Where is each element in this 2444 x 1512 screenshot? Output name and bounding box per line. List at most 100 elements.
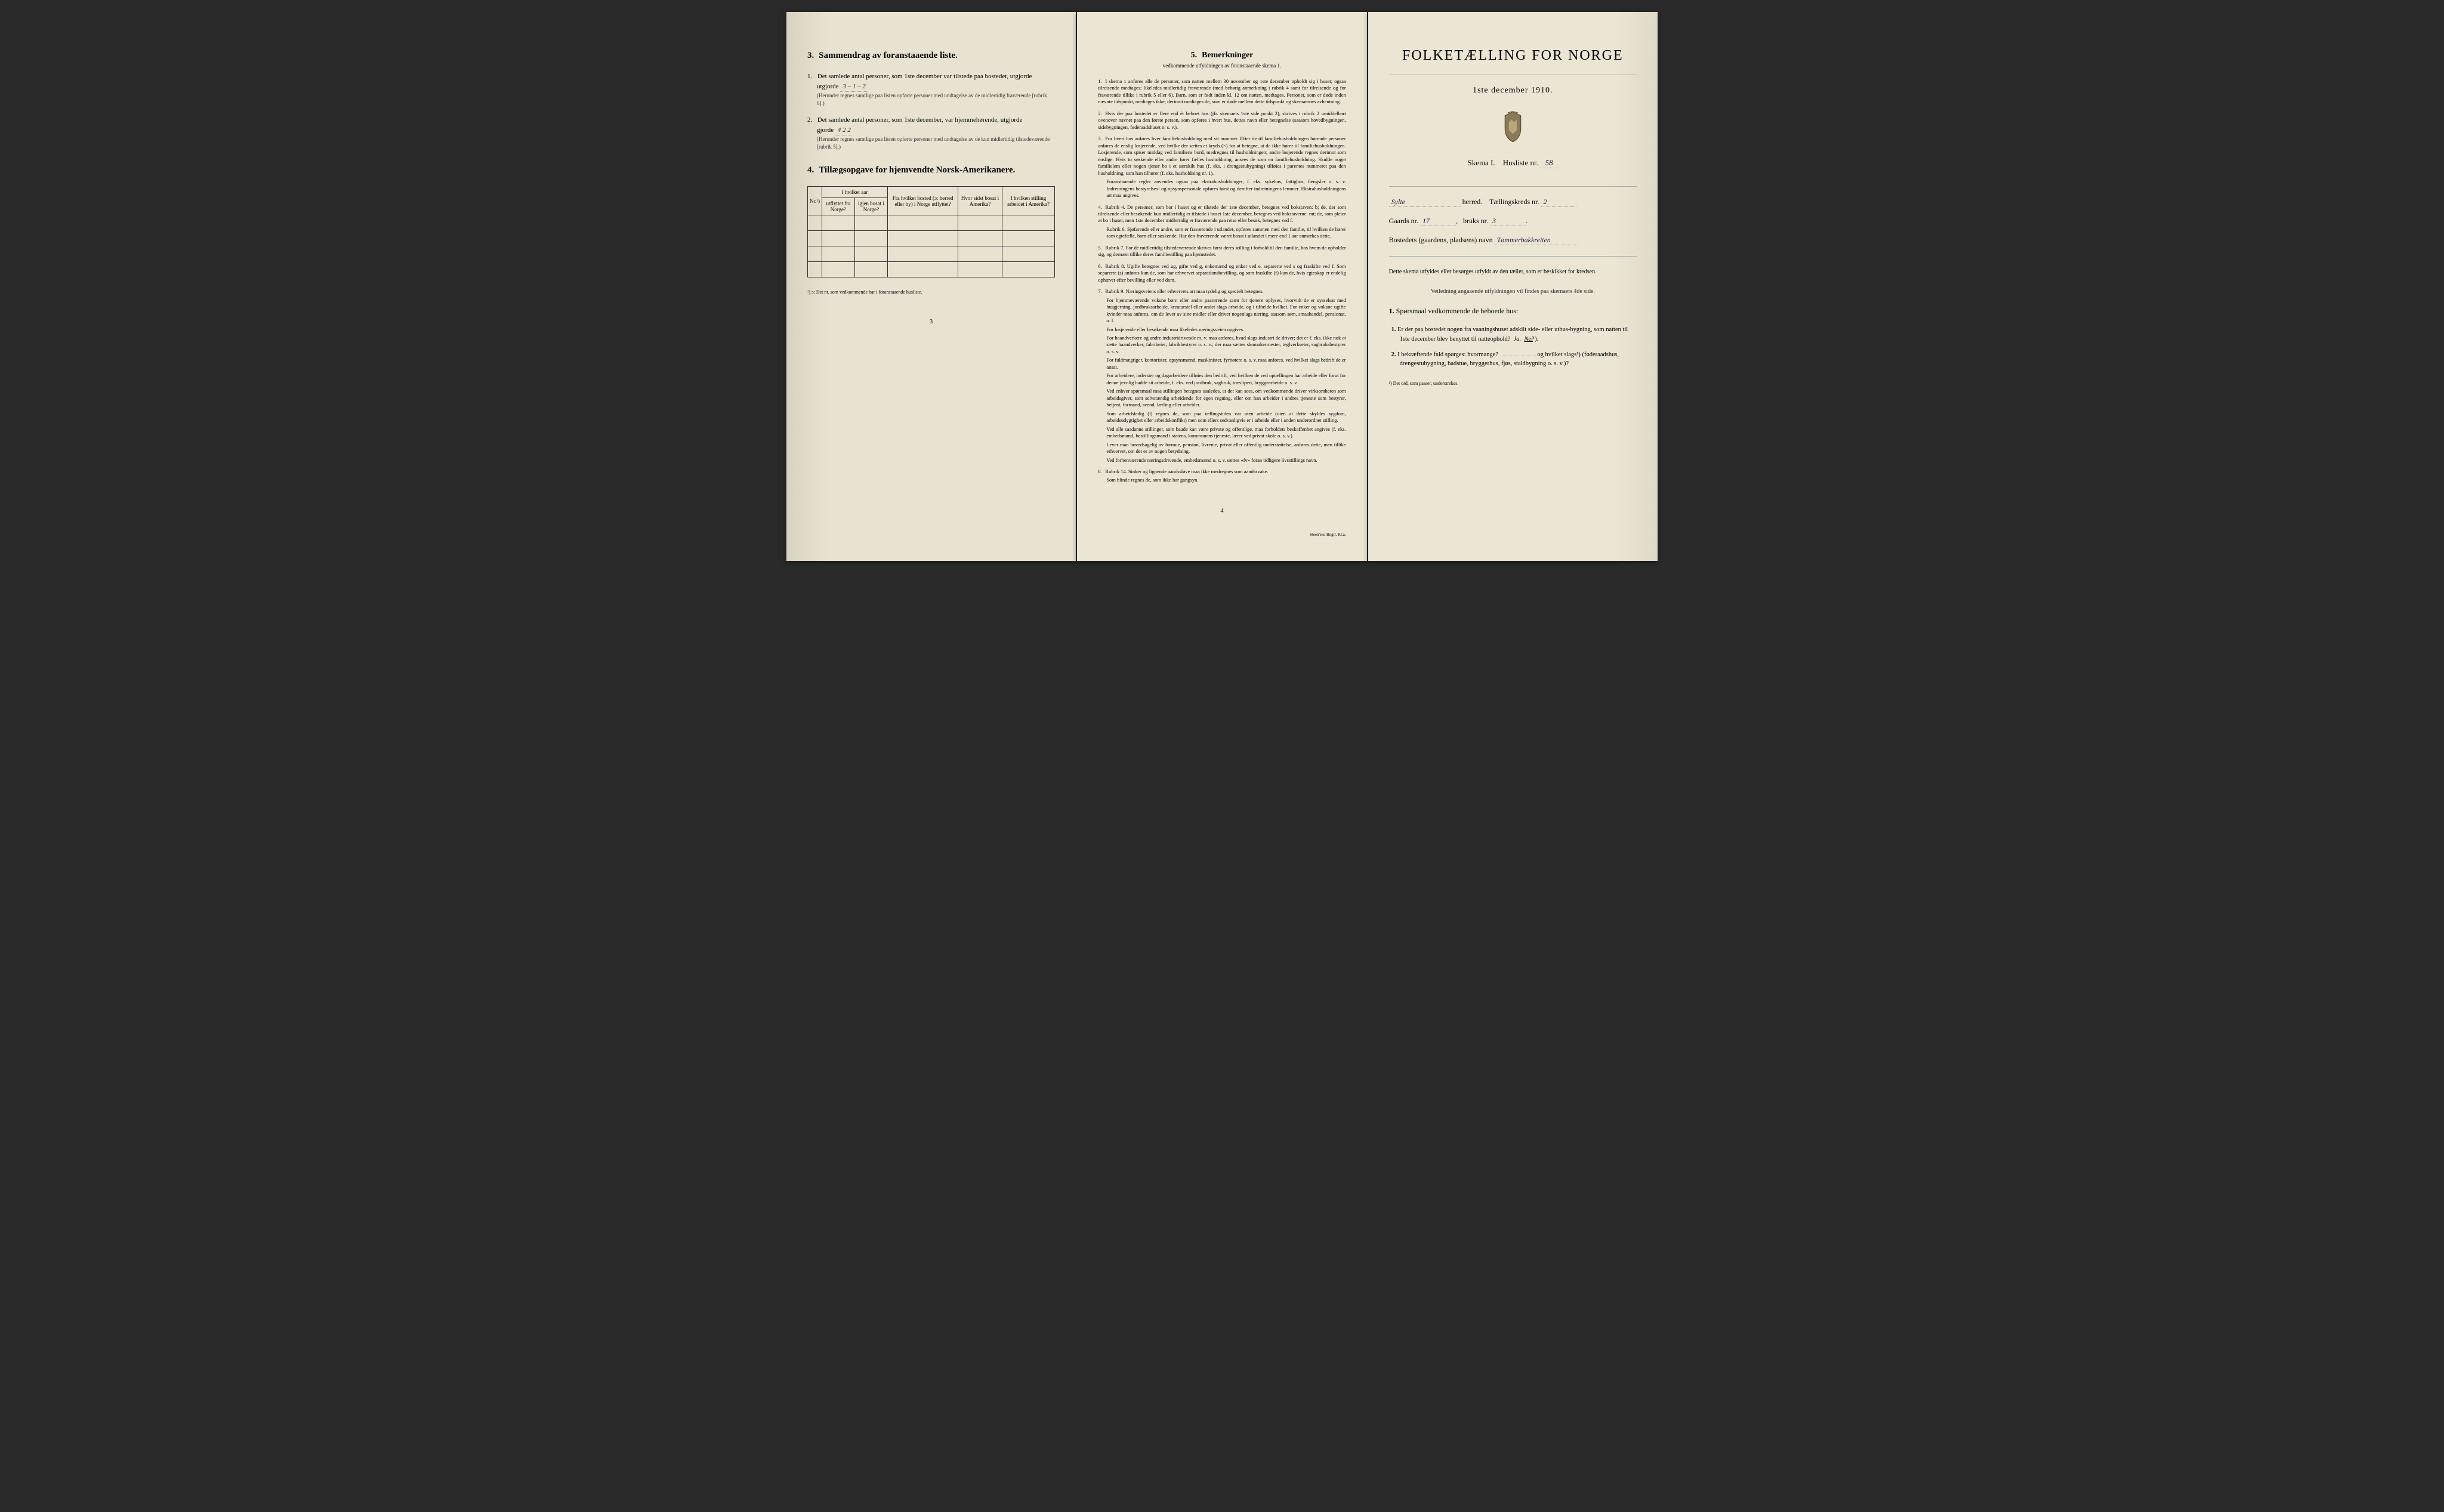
rule-3-text: For hvert hus anføres hver familiehushol… <box>1098 135 1346 175</box>
q-heading: Spørsmaal vedkommende de beboede hus: <box>1396 307 1519 315</box>
rule-6: 6.Rubrik 8. Ugifte betegnes ved ug, gift… <box>1098 263 1346 283</box>
q1-text: Er der paa bostedet nogen fra vaaningshu… <box>1397 326 1628 342</box>
gjorde-2: gjorde <box>817 126 835 134</box>
rule-7-sub-9: Ved forhenværende næringsdrivende, embed… <box>1106 457 1346 464</box>
main-title: FOLKETÆLLING FOR NORGE <box>1389 48 1637 64</box>
bemerkninger-subtitle: vedkommende utfyldningen av foranstaaend… <box>1098 63 1346 69</box>
q2-text: I bekræftende fald spørges: hvormange? <box>1397 351 1498 358</box>
rule-7: 7.Rubrik 9. Næringsveiens eller erhverve… <box>1098 288 1346 464</box>
item-2-note: (Herunder regnes samtlige paa listen opf… <box>817 135 1055 150</box>
rule-3-sub: Foranstaaende regler anvendes ogsaa paa … <box>1106 178 1346 199</box>
rule-7-text: Rubrik 9. Næringsveiens eller erhvervets… <box>1105 288 1263 294</box>
item-1: 1. Det samlede antal personer, som 1ste … <box>807 72 1055 107</box>
question-1: 1. Er der paa bostedet nogen fra vaaning… <box>1400 325 1637 344</box>
q1-ja: Ja. <box>1514 336 1522 342</box>
page-right: FOLKETÆLLING FOR NORGE 1ste december 191… <box>1368 12 1658 561</box>
taellingskreds-nr: 2 <box>1541 198 1576 207</box>
question-2: 2. I bekræftende fald spørges: hvormange… <box>1400 350 1637 369</box>
rule-4-sub: Rubrik 6. Sjøfarende eller andre, som er… <box>1106 226 1346 240</box>
section-3-heading: 3.Sammendrag av foranstaaende liste. <box>807 51 1055 61</box>
rule-8-text: Rubrik 14. Sinker og lignende aandssløve… <box>1105 468 1268 474</box>
table-row <box>808 231 1055 246</box>
census-date: 1ste december 1910. <box>1389 86 1637 95</box>
q1-mark: ¹). <box>1533 336 1538 342</box>
husliste-nr: 58 <box>1540 158 1558 168</box>
page-middle: 5.Bemerkninger vedkommende utfyldningen … <box>1077 12 1366 561</box>
page-number-3: 3 <box>807 319 1055 325</box>
gaards-label: Gaards nr. <box>1389 217 1418 225</box>
section-4-heading: 4.Tillægsopgave for hjemvendte Norsk-Ame… <box>807 165 1055 175</box>
bosted-label: Bostedets (gaardens, pladsens) navn <box>1389 236 1493 244</box>
th-aar: I hvilket aar <box>822 187 887 198</box>
item-1-value-row: utgjorde 3 – 1 – 2 <box>817 83 868 90</box>
section-4-title: Tillægsopgave for hjemvendte Norsk-Ameri… <box>819 165 1015 175</box>
bosted-value: Tømmerbakkreiten <box>1495 236 1578 245</box>
skema-label: Skema I. <box>1467 158 1495 167</box>
skema-line: Skema I. Husliste nr. 58 <box>1389 158 1637 168</box>
rule-8-sub: Som blinde regnes de, som ikke har gangs… <box>1106 477 1346 483</box>
th-hvor: Hvor sidst bosat i Amerika? <box>958 187 1002 215</box>
husliste-label: Husliste nr. <box>1503 158 1538 167</box>
rule-6-text: Rubrik 8. Ugifte betegnes ved ug, gifte … <box>1098 263 1346 283</box>
rule-7-sub-4: For arbeidere, inderster og dagarbeidere… <box>1106 372 1346 386</box>
rule-8: 8.Rubrik 14. Sinker og lignende aandsslø… <box>1098 468 1346 484</box>
instruction-1: Dette skema utfyldes eller besørges utfy… <box>1389 267 1637 276</box>
table-row <box>808 215 1055 231</box>
item-1-note: (Herunder regnes samtlige paa listen opf… <box>817 92 1055 107</box>
item-1-num: 1. <box>807 72 816 82</box>
rule-2: 2.Hvis der paa bostedet er flere end ét … <box>1098 110 1346 131</box>
bruks-nr: 3 <box>1490 217 1526 226</box>
rule-2-text: Hvis der paa bostedet er flere end ét be… <box>1098 110 1346 130</box>
rule-7-sub-3: For fuldmægtiger, kontorister, opsynsmæn… <box>1106 357 1346 371</box>
rule-5: 5.Rubrik 7. For de midlertidig tilstedev… <box>1098 245 1346 258</box>
coat-of-arms-icon <box>1499 110 1526 143</box>
bruks-label: bruks nr. <box>1463 217 1488 225</box>
herred-label: herred. <box>1462 198 1483 206</box>
bosted-rule <box>1389 256 1637 257</box>
utgjorde-1: utgjorde <box>817 83 840 90</box>
th-fra: Fra hvilket bosted (ɔ: herred eller by) … <box>888 187 958 215</box>
norsk-amerikanere-table: Nr.¹) I hvilket aar Fra hvilket bosted (… <box>807 186 1055 277</box>
footnote-left: ¹) ɔ: Det nr. som vedkommende har i fora… <box>807 289 1055 295</box>
item-2-text: Det samlede antal personer, som 1ste dec… <box>817 116 1023 124</box>
document-spread: 3.Sammendrag av foranstaaende liste. 1. … <box>786 12 1658 561</box>
item-2: 2. Det samlede antal personer, som 1ste … <box>807 115 1055 150</box>
table-row <box>808 246 1055 262</box>
questions-heading: 1. Spørsmaal vedkommende de beboede hus: <box>1389 307 1637 316</box>
item-2-num: 2. <box>807 115 816 125</box>
th-utflyttet: utflyttet fra Norge? <box>822 198 854 215</box>
skema-rule <box>1389 186 1637 187</box>
rule-3: 3.For hvert hus anføres hver familiehush… <box>1098 135 1346 199</box>
rule-4: 4.Rubrik 4. De personer, som bor i huset… <box>1098 204 1346 240</box>
bosted-line: Bostedets (gaardens, pladsens) navn Tømm… <box>1389 236 1637 245</box>
th-stilling: I hvilken stilling arbeidet i Amerika? <box>1002 187 1055 215</box>
herred-line: Sylte herred. Tællingskreds nr. 2 <box>1389 198 1637 207</box>
rule-7-sub-0: For hjemmeværende voksne børn eller andr… <box>1106 297 1346 325</box>
item-1-value: 3 – 1 – 2 <box>840 82 868 92</box>
rule-1: 1.I skema 1 anføres alle de personer, so… <box>1098 78 1346 106</box>
herred-value: Sylte <box>1389 198 1461 207</box>
rule-7-sub-7: Ved alle saadanne stillinger, som baade … <box>1106 426 1346 440</box>
item-2-value: 4 2 2 <box>835 125 853 136</box>
rule-7-sub-6: Som arbeidsledig (l) regnes de, som paa … <box>1106 411 1346 424</box>
footnote-right: ¹) Det ord, som passer, understrekes. <box>1389 381 1637 386</box>
page-left: 3.Sammendrag av foranstaaende liste. 1. … <box>786 12 1076 561</box>
rule-7-sub-5: Ved enhver spørsmaal maa stillingen bete… <box>1106 388 1346 408</box>
table-row <box>808 262 1055 277</box>
bemerkninger-title: Bemerkninger <box>1202 51 1253 60</box>
rule-4-text: Rubrik 4. De personer, som bor i huset o… <box>1098 204 1346 224</box>
table-head: Nr.¹) I hvilket aar Fra hvilket bosted (… <box>808 187 1055 215</box>
section-3-title: Sammendrag av foranstaaende liste. <box>819 51 958 60</box>
rule-1-text: I skema 1 anføres alle de personer, som … <box>1098 78 1346 104</box>
rule-7-sub-1: For losjerende eller besøkende maa likel… <box>1106 326 1346 333</box>
item-1-text: Det samlede antal personer, som 1ste dec… <box>817 73 1032 80</box>
table-body <box>808 215 1055 277</box>
rule-7-sub-2: For haandverkere og andre industridriven… <box>1106 335 1346 355</box>
printer-credit: Steen'ske Bogtr. Kr.a. <box>1098 532 1346 537</box>
gaards-nr: 17 <box>1420 217 1456 226</box>
item-2-value-row: gjorde 4 2 2 <box>817 126 853 134</box>
th-nr: Nr.¹) <box>808 187 822 215</box>
rule-5-text: Rubrik 7. For de midlertidig tilstedevær… <box>1098 245 1346 257</box>
rule-7-sub-8: Lever man hovedsagelig av formue, pensio… <box>1106 442 1346 455</box>
th-igjen: igjen bosat i Norge? <box>854 198 887 215</box>
